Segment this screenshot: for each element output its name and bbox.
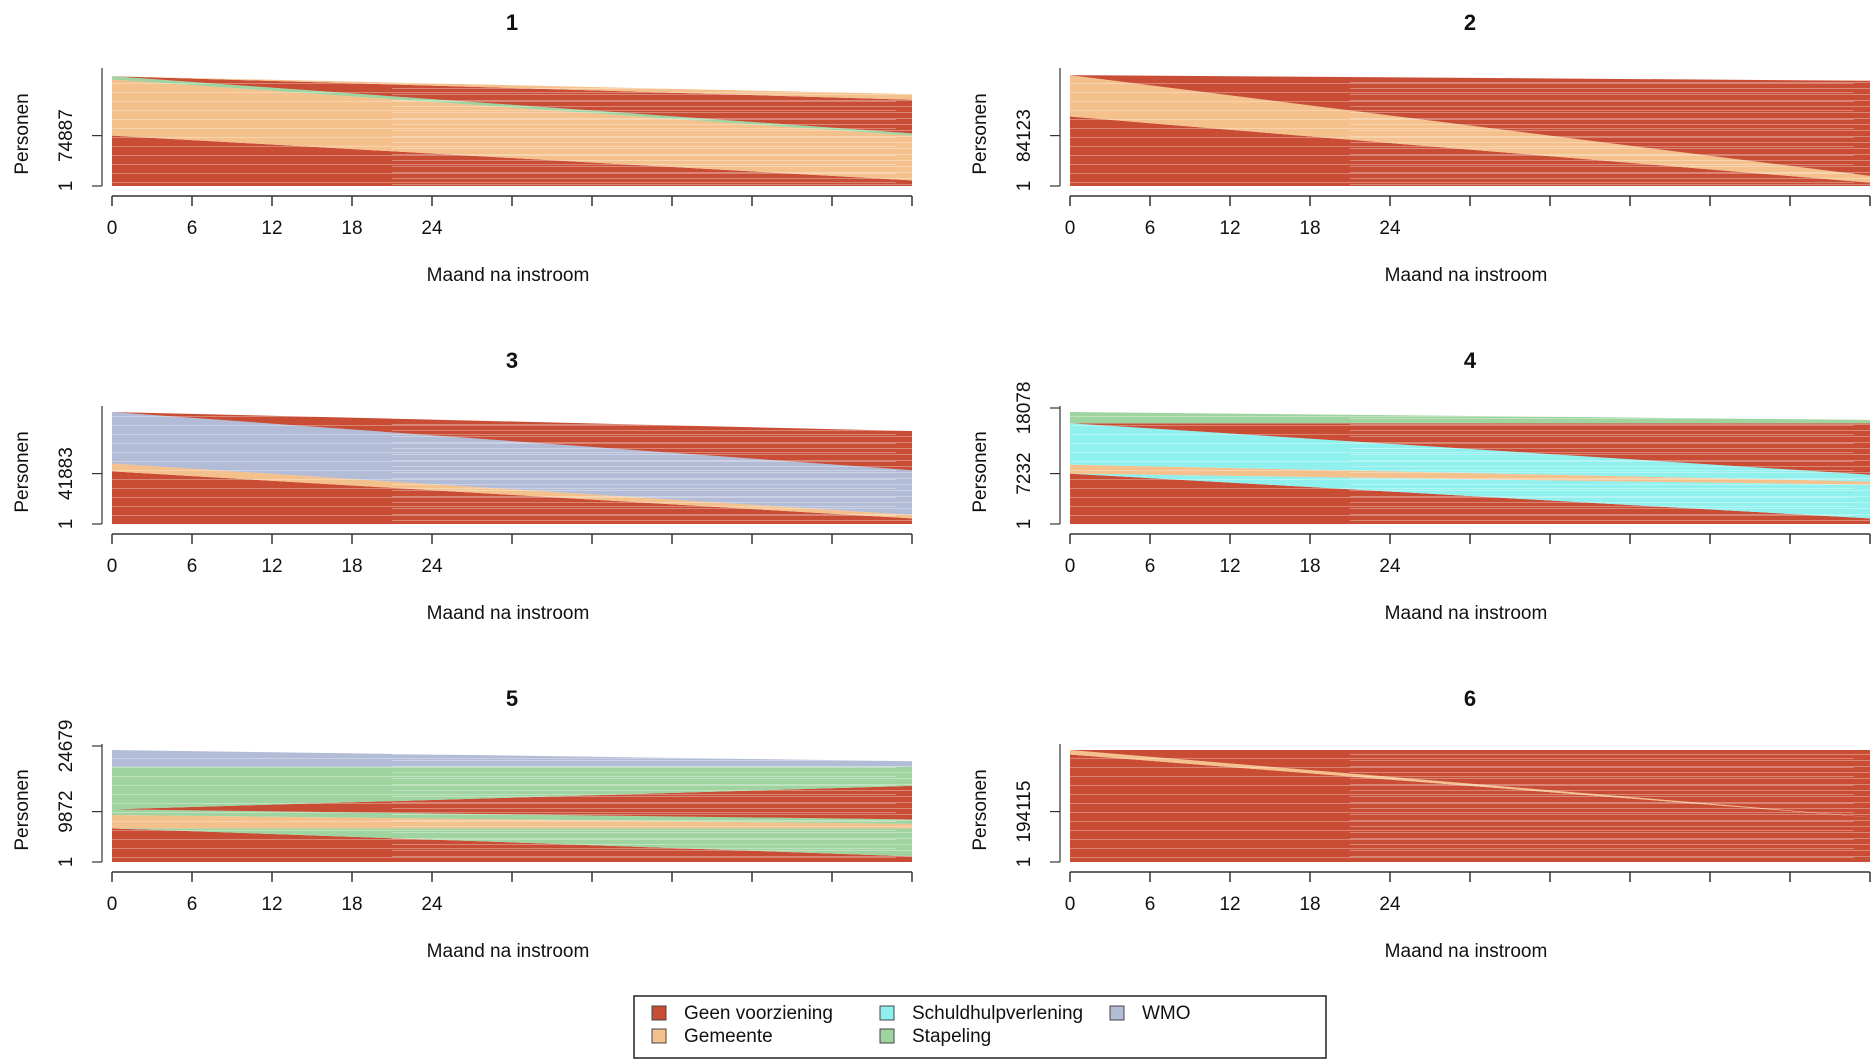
x-tick-label: 6 xyxy=(1145,556,1156,577)
x-tick-label: 12 xyxy=(1219,556,1240,577)
x-tick-label: 18 xyxy=(341,894,362,915)
x-tick-label: 6 xyxy=(187,894,198,915)
x-axis-label: Maand na instroom xyxy=(1385,941,1548,962)
x-tick-label: 6 xyxy=(187,218,198,239)
x-axis-label: Maand na instroom xyxy=(427,941,590,962)
legend-label-gemeente: Gemeente xyxy=(684,1026,773,1047)
y-axis-label: Personen xyxy=(970,93,991,174)
panel-title: 6 xyxy=(1464,686,1476,711)
legend-swatch-gemeente xyxy=(651,1028,667,1044)
y-tick-label: 41883 xyxy=(56,447,77,500)
x-tick-label: 18 xyxy=(1299,556,1320,577)
y-tick-label: 1 xyxy=(1014,857,1035,868)
panel-5: 5 0 6 12 18 24 Maand na instroom Personen 1 9872 2… xyxy=(12,686,913,962)
x-tick-label: 6 xyxy=(187,556,198,577)
legend-label-geen: Geen voorziening xyxy=(684,1003,833,1024)
x-tick-label: 6 xyxy=(1145,894,1156,915)
x-tick-label: 0 xyxy=(1065,894,1076,915)
x-tick-label: 12 xyxy=(261,894,282,915)
y-tick-label: 1 xyxy=(56,857,77,868)
x-tick-label: 18 xyxy=(1299,894,1320,915)
y-tick-label: 18078 xyxy=(1014,382,1035,435)
x-tick-label: 18 xyxy=(341,218,362,239)
x-tick-label: 24 xyxy=(421,218,443,239)
x-tick-label: 24 xyxy=(421,556,443,577)
x-axis-label: Maand na instroom xyxy=(1385,603,1548,624)
x-axis-label: Maand na instroom xyxy=(427,603,590,624)
x-tick-label: 24 xyxy=(1379,556,1401,577)
sequence-texture-late xyxy=(392,74,912,186)
legend-label-stapeling: Stapeling xyxy=(912,1026,991,1047)
panel-title: 1 xyxy=(506,10,518,35)
x-tick-label: 24 xyxy=(1379,894,1401,915)
legend-label-schuld: Schuldhulpverlening xyxy=(912,1003,1083,1024)
panel-title: 2 xyxy=(1464,10,1476,35)
y-tick-label: 7232 xyxy=(1014,452,1035,494)
sequence-texture-late xyxy=(1350,74,1870,186)
panel-1: 1 0 6 12 18 24 Maand na instroom Personen 1 74887 xyxy=(12,10,913,286)
y-tick-label: 24679 xyxy=(56,720,77,773)
x-tick-label: 12 xyxy=(1219,894,1240,915)
panel-2: 2 0 6 12 18 24 Maand na instroom Personen 1 84123 xyxy=(970,10,1871,286)
sequence-texture-late xyxy=(392,750,912,862)
y-tick-label: 84123 xyxy=(1014,109,1035,162)
x-tick-label: 18 xyxy=(341,556,362,577)
y-tick-label: 74887 xyxy=(56,109,77,162)
legend-swatch-geen xyxy=(651,1005,667,1021)
x-tick-label: 0 xyxy=(1065,218,1076,239)
panel-title: 3 xyxy=(506,348,518,373)
legend-box xyxy=(633,995,1327,1059)
y-axis-label: Personen xyxy=(12,769,33,850)
x-tick-label: 24 xyxy=(1379,218,1401,239)
legend-label-wmo: WMO xyxy=(1142,1003,1191,1024)
x-tick-label: 12 xyxy=(1219,218,1240,239)
y-axis-label: Personen xyxy=(970,769,991,850)
y-tick-label: 194115 xyxy=(1014,781,1035,843)
panel-4: 4 0 6 12 18 24 Maand na instroom Personen 1 7232 1… xyxy=(970,348,1871,624)
x-tick-label: 18 xyxy=(1299,218,1320,239)
x-tick-label: 6 xyxy=(1145,218,1156,239)
legend-swatch-wmo xyxy=(1109,1005,1125,1021)
panel-3: 3 0 6 12 18 24 Maand na instroom Personen 1 41883 xyxy=(12,348,913,624)
y-axis-label: Personen xyxy=(12,431,33,512)
sequence-texture-late xyxy=(392,412,912,524)
legend-swatch-schuld xyxy=(879,1005,895,1021)
y-tick-label: 1 xyxy=(1014,181,1035,192)
panel-title: 5 xyxy=(506,686,518,711)
x-tick-label: 0 xyxy=(1065,556,1076,577)
x-tick-label: 12 xyxy=(261,218,282,239)
y-tick-label: 1 xyxy=(56,519,77,530)
sequence-texture-late xyxy=(1350,412,1870,524)
y-tick-label: 1 xyxy=(1014,519,1035,530)
y-axis-label: Personen xyxy=(12,93,33,174)
sequence-texture-late xyxy=(1350,750,1870,862)
x-axis-label: Maand na instroom xyxy=(427,265,590,286)
x-tick-label: 0 xyxy=(107,556,118,577)
y-tick-label: 1 xyxy=(56,181,77,192)
x-tick-label: 0 xyxy=(107,218,118,239)
legend-swatch-stapeling xyxy=(879,1028,895,1044)
x-tick-label: 12 xyxy=(261,556,282,577)
x-axis-label: Maand na instroom xyxy=(1385,265,1548,286)
x-tick-label: 24 xyxy=(421,894,443,915)
y-tick-label: 9872 xyxy=(56,790,77,832)
panel-title: 4 xyxy=(1464,348,1477,373)
panel-6: 6 0 6 12 18 24 Maand na instroom Personen 1 19411… xyxy=(970,686,1871,962)
x-tick-label: 0 xyxy=(107,894,118,915)
y-axis-label: Personen xyxy=(970,431,991,512)
